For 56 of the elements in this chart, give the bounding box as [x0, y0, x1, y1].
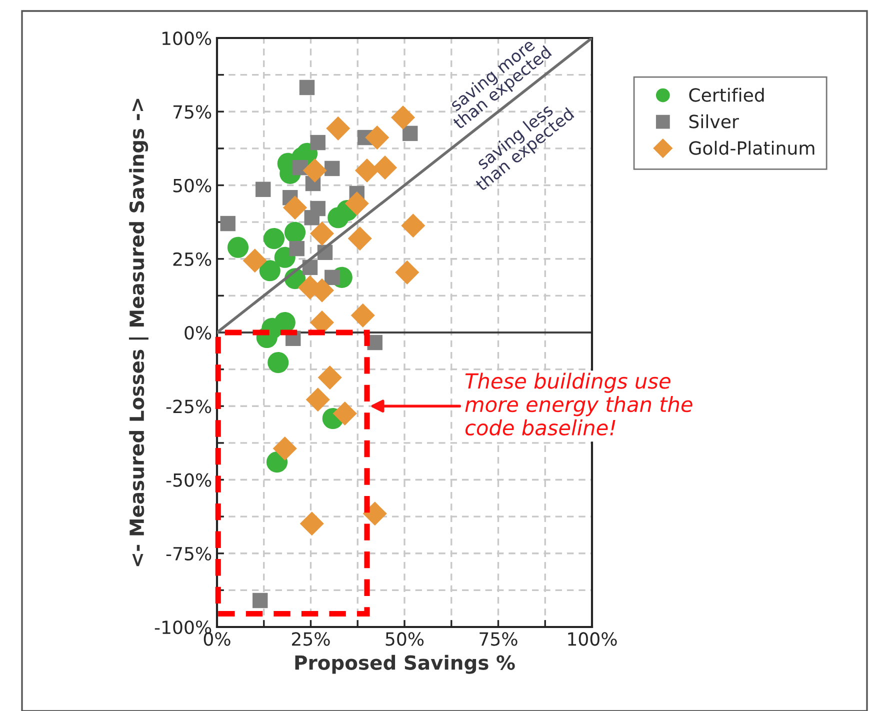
point: [390, 105, 416, 130]
point: [326, 116, 350, 140]
point: [372, 156, 398, 180]
point: [304, 210, 320, 226]
point: [306, 388, 330, 412]
annotation: These buildings use more energy than the code baseline!: [465, 372, 692, 436]
y-tick-label: 25%: [173, 252, 212, 266]
point: [402, 126, 418, 142]
point: [282, 196, 308, 220]
legend-label: Gold-Platinum: [689, 140, 814, 155]
x-tick-label: 0%: [204, 632, 230, 646]
point: [227, 236, 249, 258]
y-tick-label: 50%: [173, 178, 212, 192]
y-tick-label: -100%: [154, 620, 212, 634]
point: [263, 228, 285, 250]
point: [289, 240, 304, 256]
y-tick-label: -75%: [166, 546, 212, 560]
point: [299, 80, 315, 96]
x-tick-label: 75%: [480, 632, 518, 646]
y-axis-title: <- Measured Losses | Measured Savings ->: [129, 98, 148, 566]
point: [302, 158, 327, 183]
point: [395, 260, 420, 284]
point: [268, 352, 289, 374]
point: [284, 222, 306, 243]
point: [362, 502, 387, 526]
point: [365, 126, 390, 150]
point: [252, 592, 268, 608]
x-tick-label: 50%: [386, 632, 424, 646]
point: [354, 158, 380, 183]
point: [259, 260, 280, 282]
y-tick-label: -50%: [166, 473, 212, 487]
x-tick-label: 25%: [292, 632, 330, 646]
point: [344, 191, 369, 216]
point: [272, 436, 297, 461]
point: [401, 214, 426, 238]
point: [274, 246, 296, 268]
point: [324, 160, 340, 176]
y-tick-label: -25%: [166, 400, 212, 414]
x-axis-title: Proposed Savings %: [295, 654, 515, 674]
point: [318, 366, 342, 390]
point: [332, 401, 357, 426]
point: [324, 270, 340, 286]
point: [310, 134, 326, 150]
point: [220, 216, 236, 232]
point: [242, 248, 267, 273]
y-tick-label: 75%: [173, 105, 212, 119]
point: [310, 222, 334, 246]
x-tick-label: 100%: [568, 632, 617, 646]
point: [300, 512, 324, 536]
point: [350, 303, 375, 328]
legend-label: Certified: [689, 88, 764, 102]
point: [256, 182, 271, 197]
y-tick-label: 100%: [162, 31, 212, 46]
point: [348, 226, 372, 251]
y-tick-label: 0%: [184, 326, 212, 340]
legend-label: Silver: [689, 114, 739, 128]
